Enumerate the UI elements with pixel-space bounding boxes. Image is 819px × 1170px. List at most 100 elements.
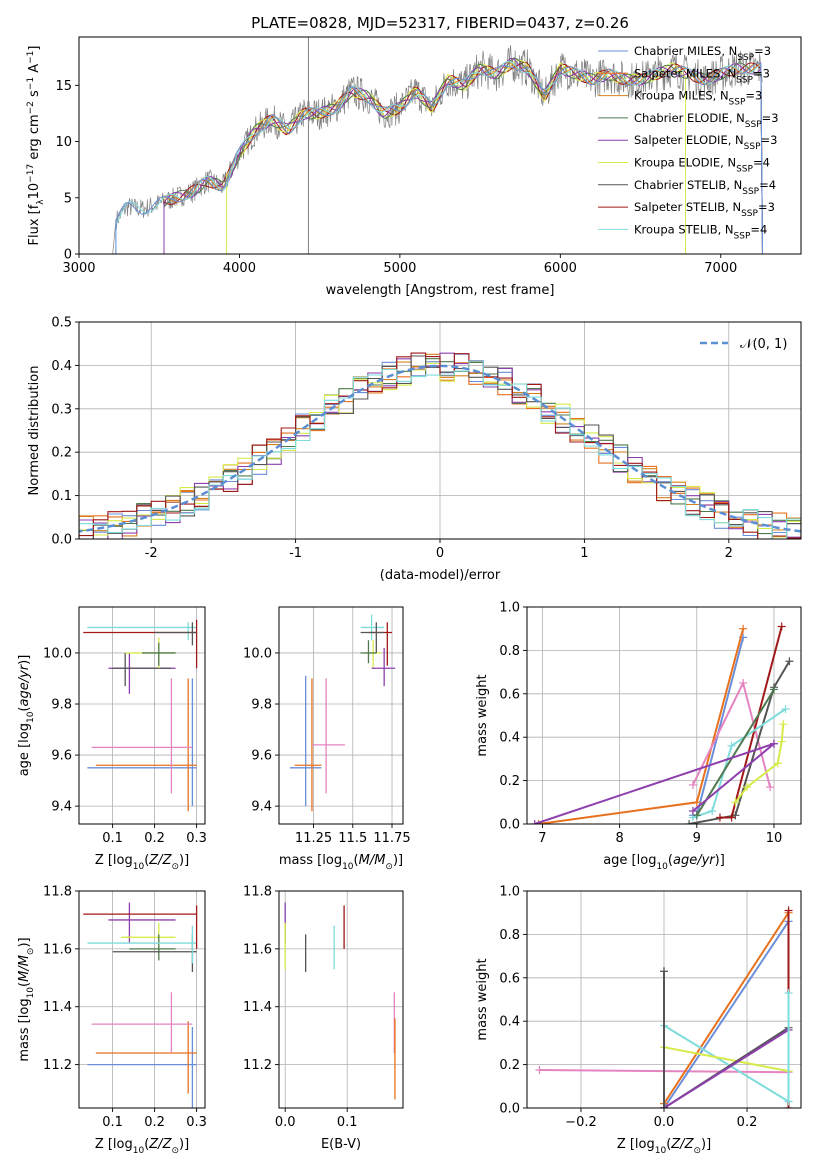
label-part: −17 [26, 164, 36, 183]
label-part: M/M [359, 853, 386, 868]
label-part: ⊙ [171, 862, 179, 872]
data-point [777, 622, 786, 631]
data-point [769, 685, 778, 694]
y-tick-label: 10 [55, 135, 72, 150]
label-part: Z/Z [148, 853, 172, 868]
y-tick-label: 0.2 [499, 774, 520, 789]
plot-area [530, 622, 794, 824]
label-part: age [log [603, 853, 656, 868]
label-part: Z [log [95, 1137, 133, 1152]
y-axis-label: age [log10(age/yr)] [17, 655, 36, 777]
label-part: Z/Z [148, 1137, 172, 1152]
label-part: 10 [27, 183, 42, 200]
figure-title: PLATE=0828, MJD=52317, FIBERID=0437, z=0… [251, 14, 629, 32]
legend-entry: Chabrier STELIB, NSSP=4 [634, 178, 776, 197]
x-tick-label: 0.0 [654, 1115, 675, 1130]
label-part: −1 [26, 77, 36, 90]
label-part: Chabrier ELODIE, N [634, 111, 745, 125]
y-tick-label: 0.4 [499, 1015, 520, 1030]
data-point [739, 678, 748, 687]
plot-area [83, 902, 198, 1108]
x-tick-label: 0.2 [144, 831, 165, 846]
label-part: SSP [741, 209, 758, 219]
y-tick-label: 0.0 [499, 1102, 520, 1117]
label-part: Flux [f [27, 204, 42, 245]
legend-entry: Salpeter ELODIE, NSSP=3 [634, 133, 777, 152]
label-part: =3 [762, 111, 779, 125]
label-part: Salpeter ELODIE, N [634, 133, 744, 147]
label-part: SSP [744, 142, 761, 152]
data-point [534, 820, 543, 824]
label-part: ( [17, 707, 32, 712]
y-tick-label: 0.8 [499, 928, 520, 943]
y-tick-label: 9.4 [251, 800, 272, 815]
label-part: SSP [745, 120, 762, 130]
series-line [663, 1024, 790, 1103]
series-line [695, 688, 775, 816]
y-axis-label: Flux [fλ10−17 erg cm−2 s−1 A−1] [26, 46, 46, 246]
x-tick-label: 8 [615, 831, 623, 846]
axes-frame [78, 890, 206, 1109]
series-line [663, 912, 790, 1105]
label-part: )] [17, 655, 32, 665]
label-part: ⊙ [26, 948, 36, 956]
data-point [535, 1066, 544, 1075]
x-tick-label: 7 [538, 831, 546, 846]
panel-mass_vs_Z: 0.1 0.2 0.311.211.411.611.8Z [log10(Z/Z⊙)]… [17, 885, 207, 1157]
gaussian-curve [79, 364, 801, 533]
data-point [784, 906, 793, 915]
label-part: Z [log [95, 853, 133, 868]
label-part: )] [701, 1137, 711, 1152]
y-tick-label: 0.8 [499, 644, 520, 659]
x-tick-label: 0 [436, 546, 444, 561]
series-line [688, 660, 791, 824]
label-part: ⊙ [385, 862, 393, 872]
plot-area [289, 614, 396, 812]
label-part: SSP [736, 165, 753, 175]
x-tick-label: 11.75 [373, 831, 410, 846]
data-point [773, 759, 782, 768]
x-axis-label: Z [log10(Z/Z⊙)] [95, 1137, 189, 1156]
label-part: =4 [759, 178, 776, 192]
label-part: SSP [729, 98, 746, 108]
label-part: SSP [736, 75, 753, 85]
x-axis-label: E(B-V) [321, 1137, 361, 1152]
data-point [715, 813, 724, 822]
data-point [731, 798, 740, 807]
y-tick-label: 0.5 [51, 316, 72, 331]
y-tick-label: 1.0 [499, 601, 520, 616]
label-part: SSP [737, 53, 754, 63]
series-line [663, 1029, 790, 1108]
x-tick-label: 4000 [223, 261, 256, 276]
x-axis-label: wavelength [Angstrom, rest frame] [326, 283, 555, 298]
label-part: Kroupa STELIB, N [634, 222, 734, 236]
y-tick-label: 15 [55, 79, 72, 94]
label-part: )] [179, 853, 189, 868]
x-tick-label: 0.3 [186, 1115, 207, 1130]
label-part: Chabrier STELIB, N [634, 178, 742, 192]
y-tick-label: 11.8 [243, 885, 272, 900]
x-axis-label: mass [log10(M/M⊙)] [279, 853, 403, 872]
series-line [692, 708, 787, 819]
y-tick-label: 11.8 [43, 885, 72, 900]
x-axis-label: (data-model)/error [380, 568, 501, 583]
legend-entry: Chabrier MILES, NSSP=3 [634, 44, 771, 63]
data-point [785, 657, 794, 666]
panel-weight_vs_Z: −0.2 0.0 0.2 0.0 0.2 0.4 0.6 0.8 1.0 mass weight Z… [475, 885, 802, 1156]
label-part: 10 [342, 862, 354, 872]
plot-area [79, 352, 801, 539]
label-part: 10 [133, 1146, 145, 1156]
label-part: age/yr [673, 853, 716, 868]
x-tick-label: 6000 [544, 261, 577, 276]
data-point [692, 798, 701, 807]
y-tick-label: 1.0 [499, 885, 520, 900]
label-part: =3 [753, 66, 770, 80]
axes-frame [278, 890, 404, 1109]
data-point [781, 704, 790, 713]
data-point [779, 720, 788, 729]
plot-area [112, 37, 763, 254]
y-tick-label: 9.8 [251, 698, 272, 713]
y-tick-label: 11.2 [43, 1058, 72, 1073]
y-tick-label: 9.6 [251, 749, 272, 764]
